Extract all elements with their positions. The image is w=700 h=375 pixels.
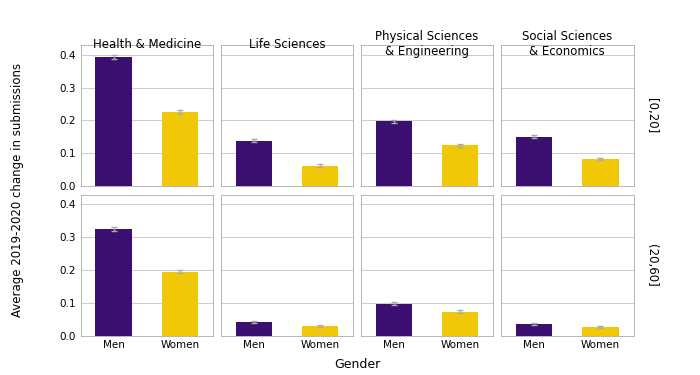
Text: Average 2019-2020 change in submissions: Average 2019-2020 change in submissions [11, 63, 24, 317]
Bar [516, 136, 552, 186]
Bar [442, 312, 478, 336]
Bar [95, 229, 132, 336]
Bar [236, 141, 272, 186]
Bar [95, 57, 132, 186]
Text: Social Sciences
& Economics: Social Sciences & Economics [522, 30, 612, 58]
Bar [236, 321, 272, 336]
Text: Life Sciences: Life Sciences [248, 38, 326, 51]
Bar [376, 122, 412, 186]
Text: Gender: Gender [334, 358, 380, 371]
Bar [516, 324, 552, 336]
Bar [162, 112, 198, 186]
Bar [162, 272, 198, 336]
Bar [442, 146, 478, 186]
Text: Physical Sciences
& Engineering: Physical Sciences & Engineering [375, 30, 479, 58]
Text: (20,60]: (20,60] [645, 244, 658, 286]
Text: Health & Medicine: Health & Medicine [92, 38, 201, 51]
Bar [582, 159, 619, 186]
Bar [376, 304, 412, 336]
Text: [0,20]: [0,20] [645, 98, 658, 133]
Bar [302, 166, 338, 186]
Bar [582, 327, 619, 336]
Bar [302, 326, 338, 336]
